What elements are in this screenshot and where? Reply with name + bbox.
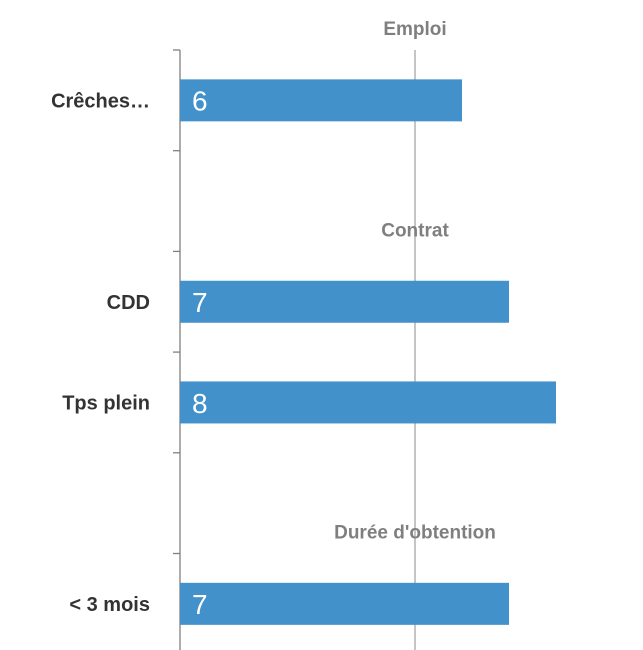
y-tick-label: Tps plein [62,393,150,415]
group-header: Emploi [383,19,446,40]
group-header: Durée d'obtention [334,523,496,544]
value-label: 7 [192,287,208,318]
y-tick-label: < 3 mois [69,594,150,616]
bar [180,79,462,122]
value-label: 7 [192,589,208,620]
group-header: Contrat [381,220,449,241]
value-label: 6 [192,86,208,117]
bar [180,582,509,625]
bar [180,280,509,323]
y-tick-label: CDD [107,292,150,314]
y-tick-label: Crêches… [51,91,150,113]
bar [180,381,556,424]
value-label: 8 [192,388,208,419]
